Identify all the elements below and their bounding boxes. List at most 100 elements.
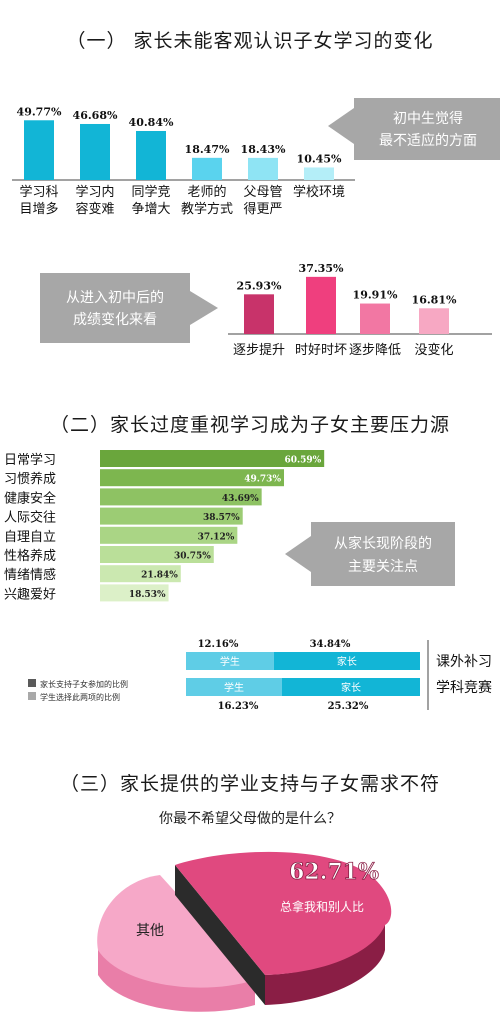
chart-3-category-label: 健康安全 <box>4 490 56 506</box>
chart-2-bar <box>306 276 336 334</box>
chart-1-bar <box>248 157 278 180</box>
section1-title: （一） 家长未能客观认识子女学习的变化 <box>66 30 434 52</box>
chart-2-bar <box>419 308 449 334</box>
chart-1-value-label: 18.47% <box>185 143 230 156</box>
callout-2-line-1: 从进入初中后的 <box>66 289 164 306</box>
legend-label-parent: 家长支持子女参加的比例 <box>40 679 128 689</box>
chart-2-bar <box>360 303 390 334</box>
chart-1-category-label: 老师的 <box>187 184 226 200</box>
chart-3-bar <box>100 469 285 487</box>
pie-main-side <box>265 920 385 1005</box>
chart-3-focus: 60.59% 日常学习 49.73% 习惯养成 43.69% 健康安全 38.57% 人际交往… <box>4 450 325 602</box>
chart-4-student-label: 学生 <box>220 655 240 668</box>
chart-4-student-segment <box>186 678 282 696</box>
chart-4-student-value: 16.23% <box>218 701 259 712</box>
chart-2-category-label: 时好时坏 <box>295 343 347 358</box>
callout-2: 从进入初中后的 成绩变化来看 <box>40 273 218 343</box>
chart-5-pie: 其他 62.71% 总拿我和别人比 <box>97 851 392 1012</box>
chart-2-bar <box>244 294 274 334</box>
callout-1-line-1: 初中生觉得 <box>393 110 463 127</box>
chart-1-category-label: 争增大 <box>131 202 170 217</box>
callout-2-box <box>40 273 190 343</box>
chart-1-category-label: 学校环境 <box>293 184 345 200</box>
callout-1: 初中生觉得 最不适应的方面 <box>328 98 500 160</box>
chart-3-category-label: 兴趣爱好 <box>4 587 56 602</box>
chart-1-category-label: 教学方式 <box>181 201 233 217</box>
chart-2-category-label: 逐步提升 <box>233 342 285 358</box>
callout-3-line-2: 主要关注点 <box>348 559 418 575</box>
section2-title: （二）家长过度重视学习成为子女主要压力源 <box>49 414 450 436</box>
chart-3-category-label: 自理自立 <box>4 530 56 545</box>
chart-3-category-label: 人际交往 <box>4 510 56 526</box>
section3-question: 你最不希望父母做的是什么？ <box>159 811 341 827</box>
chart-2-value-label: 19.91% <box>353 289 398 302</box>
chart-3-value-label: 37.12% <box>198 532 235 542</box>
chart-4-parent-segment <box>273 652 420 670</box>
callout-1-arrow <box>328 108 354 144</box>
chart-4-parent-label: 家长 <box>337 655 357 668</box>
chart-1-category-label: 学习科 <box>19 184 58 200</box>
chart-3-category-label: 情绪情感 <box>4 567 56 583</box>
chart-3-category-label: 习惯养成 <box>4 471 56 487</box>
chart-1-category-label: 目增多 <box>19 201 58 217</box>
chart-3-bar <box>100 546 214 563</box>
chart-1-value-label: 40.84% <box>129 116 174 129</box>
callout-3-arrow <box>285 536 311 572</box>
chart-3-bar <box>100 526 238 544</box>
pie-main-text-label: 总拿我和别人比 <box>280 899 364 914</box>
chart-1-category-label: 学习内 <box>75 184 114 200</box>
chart-3-bar <box>100 565 181 583</box>
chart-2-category-label: 没变化 <box>414 342 453 358</box>
chart-4-student-segment <box>186 652 274 670</box>
chart-4-parent-segment <box>281 678 420 696</box>
chart-3-value-label: 30.75% <box>174 552 211 562</box>
pie-main-edge <box>175 865 265 1005</box>
chart-1-bar <box>136 130 166 180</box>
callout-3-line-1: 从家长现阶段的 <box>334 535 432 552</box>
chart-1-value-label: 18.43% <box>241 143 286 156</box>
chart-1-bar <box>80 123 110 180</box>
callout-2-arrow <box>190 291 218 325</box>
chart-2-grade-change: 25.93% 逐步提升 37.35% 时好时坏 19.91% 逐步降低 16.81% 没变化 <box>228 262 492 358</box>
callout-1-box <box>354 98 500 160</box>
chart-1-category-label: 得更严 <box>243 201 282 217</box>
pie-other-slice <box>97 875 255 988</box>
chart-4-parent-value: 25.32% <box>328 701 369 712</box>
pie-other-label: 其他 <box>136 923 164 939</box>
callout-1-line-2: 最不适应的方面 <box>379 132 477 149</box>
chart-1-bar <box>304 167 334 180</box>
legend-swatch-parent <box>28 679 36 687</box>
chart-1-category-label: 容变难 <box>75 201 114 217</box>
chart-1-category-label: 同学竞 <box>131 184 170 200</box>
callout-2-line-2: 成绩变化来看 <box>73 312 157 328</box>
chart-4-parent-value: 34.84% <box>310 639 351 650</box>
chart-3-category-label: 日常学习 <box>4 452 56 468</box>
chart-4-parent-label: 家长 <box>341 681 361 694</box>
chart-1-value-label: 49.77% <box>17 105 62 118</box>
callout-3: 从家长现阶段的 主要关注点 <box>285 522 455 586</box>
pie-main-slice <box>175 851 392 975</box>
callout-3-box <box>311 522 455 586</box>
chart-4-student-label: 学生 <box>224 681 244 694</box>
pie-main-value-label: 62.71% <box>289 859 379 885</box>
chart-3-value-label: 38.57% <box>203 513 240 523</box>
chart-2-value-label: 16.81% <box>412 293 457 306</box>
chart-3-category-label: 性格养成 <box>4 548 56 564</box>
chart-3-bar <box>100 584 169 602</box>
chart-3-bar <box>100 507 243 525</box>
chart-1-category-label: 父母管 <box>243 185 282 200</box>
chart-1-bar <box>24 120 54 180</box>
chart-3-value-label: 49.73% <box>244 475 281 485</box>
chart-2-value-label: 37.35% <box>299 262 344 275</box>
section3-title: （三）家长提供的学业支持与子女需求不符 <box>59 773 440 795</box>
chart-3-value-label: 43.69% <box>222 494 259 504</box>
legend-swatch-student <box>28 692 36 700</box>
chart-1-value-label: 46.68% <box>73 109 118 122</box>
chart-3-value-label: 21.84% <box>141 571 178 581</box>
chart-4-category-label: 课外补习 <box>436 654 492 670</box>
chart-3-bar <box>100 450 325 467</box>
chart-4-category-label: 学科竞赛 <box>436 679 492 696</box>
chart-3-value-label: 18.53% <box>129 590 166 600</box>
